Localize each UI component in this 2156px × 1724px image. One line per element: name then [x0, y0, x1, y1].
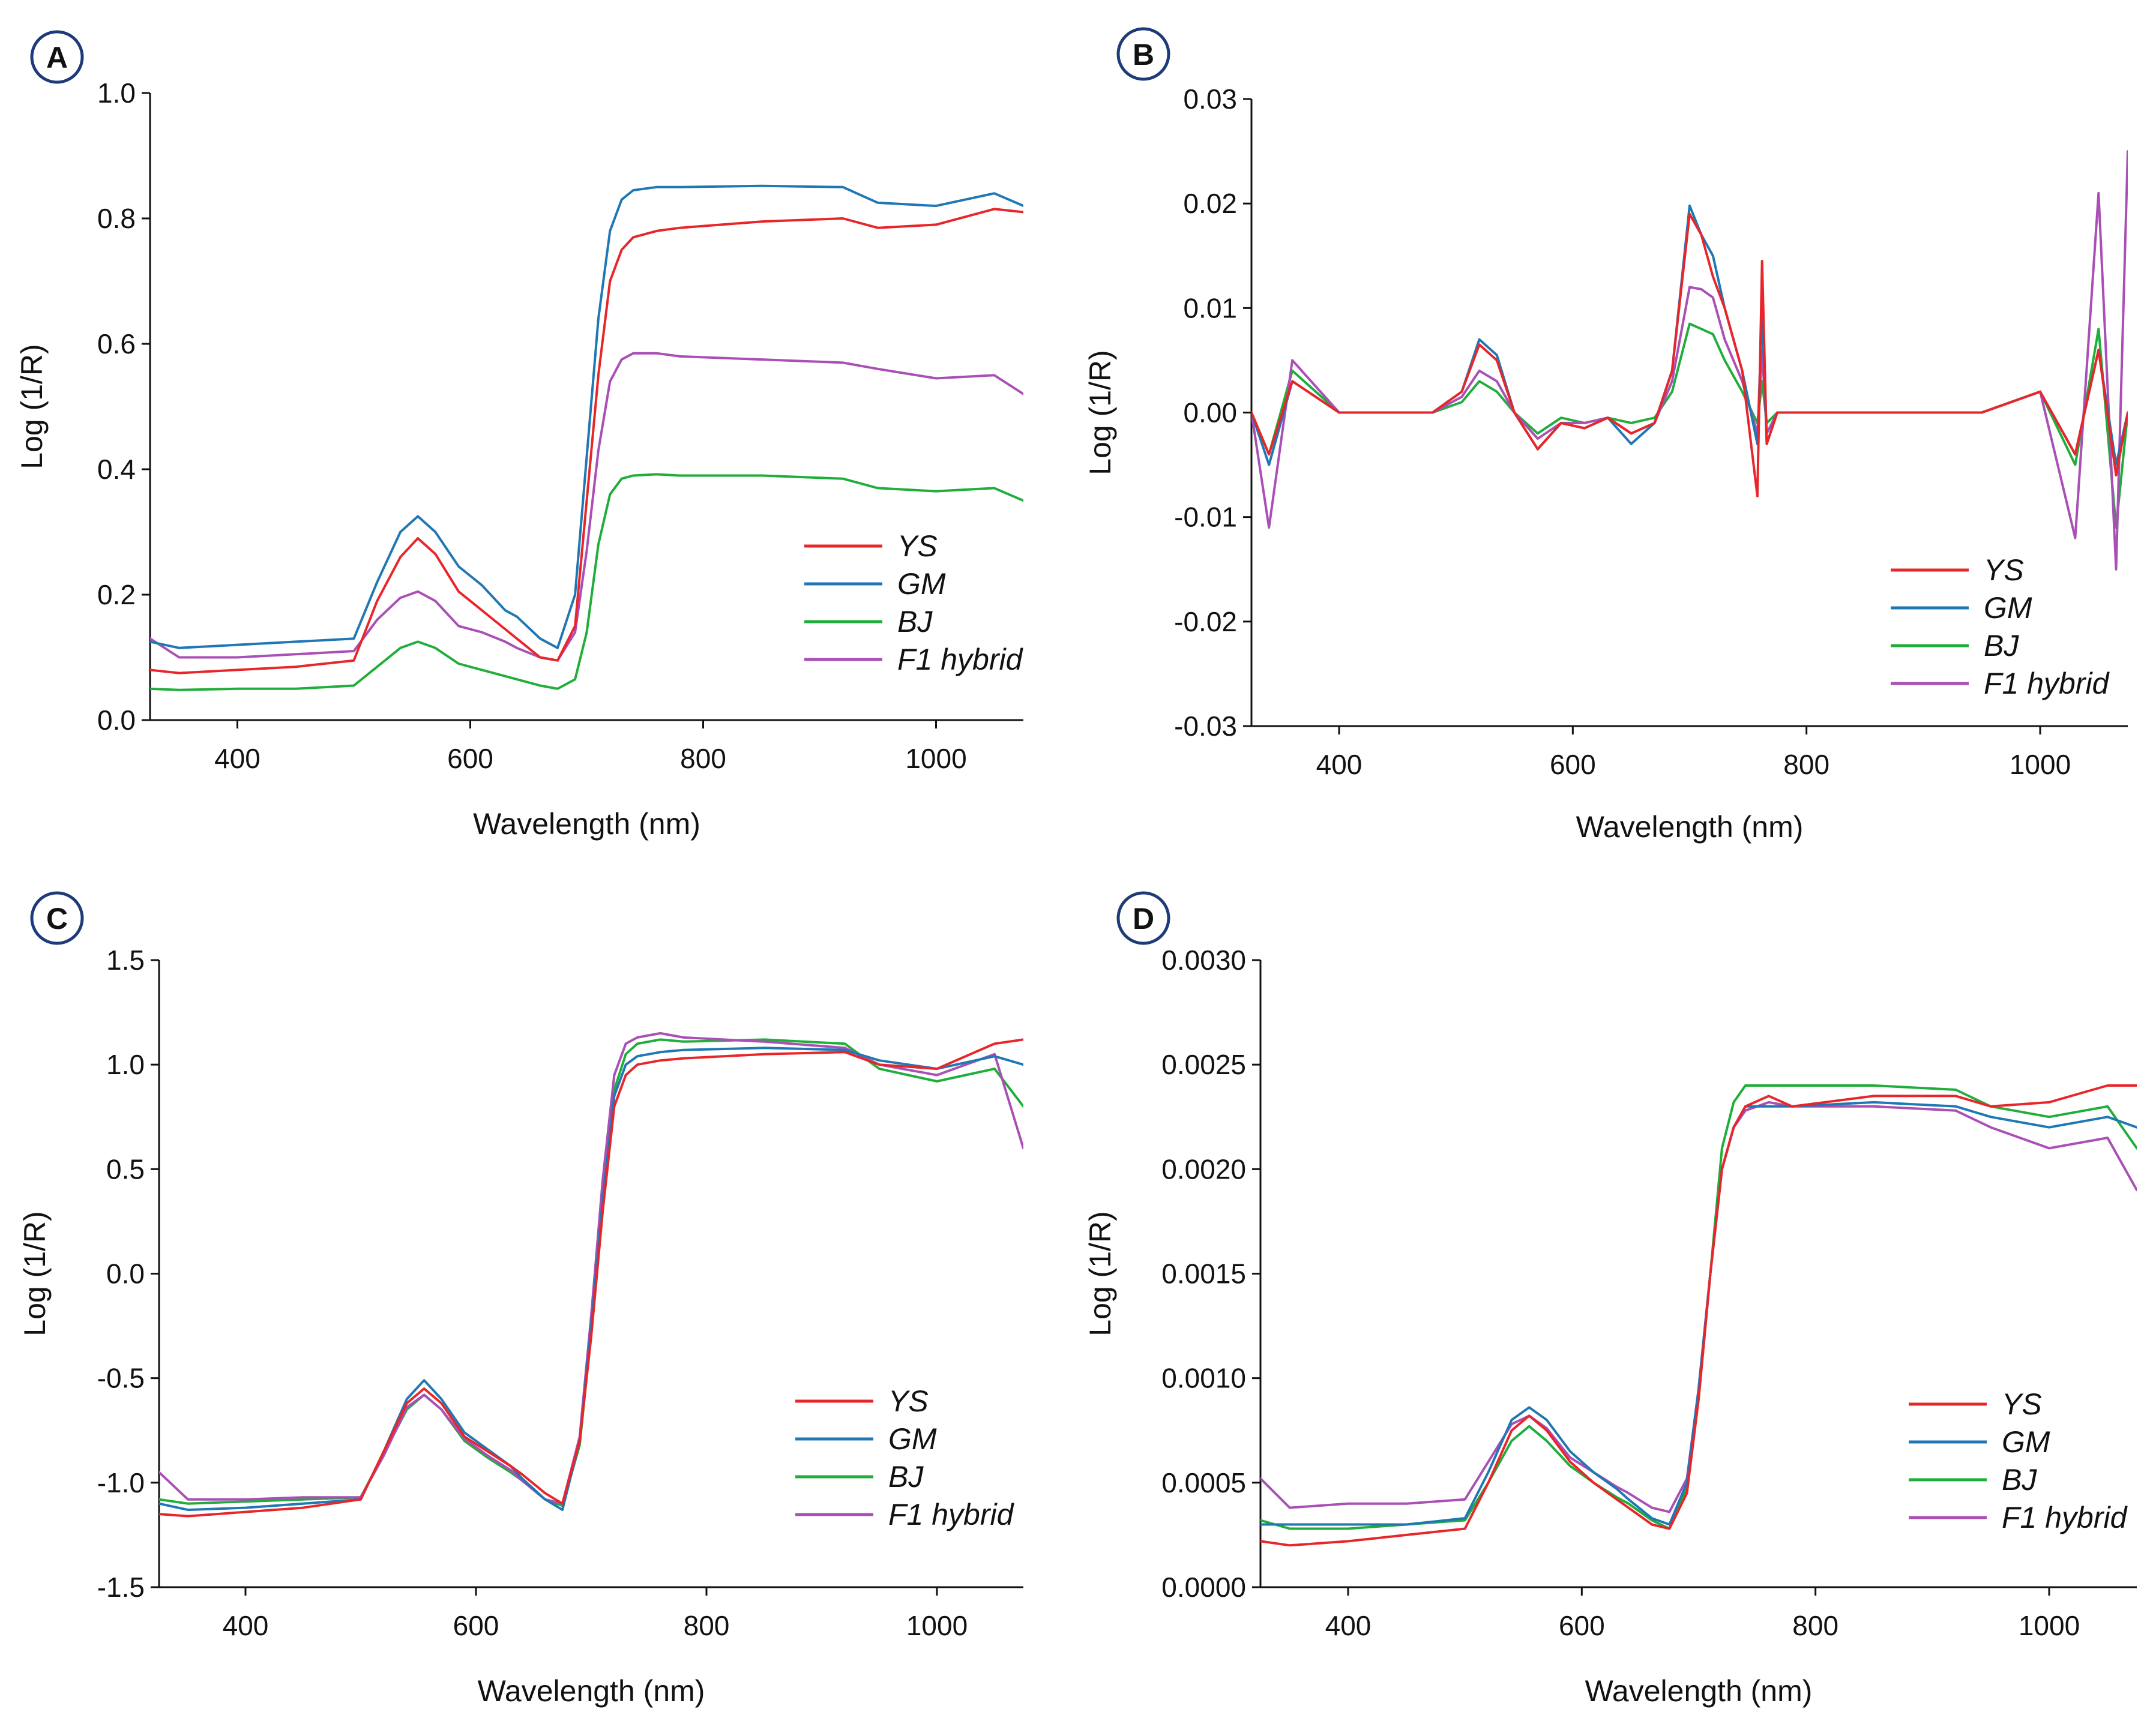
- panel-label-circle: [30, 30, 84, 84]
- x-tick-label: 600: [1550, 749, 1596, 780]
- panel-a: A 0.0 0.2 0.4 0.6 0.8 1.0 400 600 800 1000 Waveleng…: [15, 30, 1024, 841]
- legend-label: GM: [897, 567, 946, 601]
- legend-label: BJ: [2002, 1463, 2037, 1497]
- y-tick-label: 0.02: [1183, 188, 1237, 219]
- y-tick-label: 0.0005: [1161, 1467, 1246, 1498]
- x-tick-label: 1000: [905, 743, 966, 774]
- y-tick-label: 0.2: [97, 579, 136, 610]
- y-tick-label: 0.4: [97, 454, 136, 485]
- x-axis-title: Wavelength (nm): [1585, 1674, 1813, 1708]
- y-tick-label: 0.6: [97, 328, 136, 359]
- y-tick-label: -0.02: [1174, 606, 1237, 637]
- y-tick-label: -0.01: [1174, 502, 1237, 533]
- panel-label-circle: [1116, 27, 1170, 81]
- y-tick-label: 0.0: [97, 704, 136, 736]
- legend-label: F1 hybrid: [1984, 667, 2110, 700]
- x-tick-label: 1000: [2010, 749, 2071, 780]
- y-tick-label: -1.5: [97, 1572, 145, 1603]
- x-tick-label: 400: [1325, 1610, 1372, 1641]
- series-line-gm: [150, 184, 1023, 649]
- panel-label: B: [1133, 38, 1154, 71]
- y-tick-label: 1.5: [106, 945, 145, 976]
- y-tick-label: 0.0025: [1161, 1049, 1246, 1080]
- x-tick-label: 1000: [2019, 1610, 2080, 1641]
- legend-label: F1 hybrid: [897, 643, 1024, 676]
- legend-label: BJ: [1984, 629, 2019, 662]
- y-tick-label: 0.00: [1183, 397, 1237, 428]
- series-line-ys: [159, 1038, 1023, 1518]
- y-axis-title: Log (1/R): [15, 344, 49, 469]
- y-tick-label: 0.01: [1183, 292, 1237, 323]
- y-tick-label: 0.8: [97, 203, 136, 234]
- x-axis-title: Wavelength (nm): [473, 807, 700, 841]
- series-line-ys: [1251, 212, 2128, 497]
- series-line-ys: [150, 208, 1023, 674]
- x-tick-label: 600: [1559, 1610, 1605, 1641]
- x-tick-label: 800: [1792, 1610, 1838, 1641]
- x-tick-label: 600: [447, 743, 493, 774]
- y-tick-label: -0.5: [97, 1363, 145, 1394]
- x-tick-label: 400: [223, 1610, 269, 1641]
- y-tick-label: 0.0030: [1161, 945, 1246, 976]
- legend: YS GM BJ F1 hybrid: [1909, 1387, 2128, 1534]
- panel-label: A: [46, 41, 68, 74]
- legend-label: BJ: [888, 1460, 924, 1494]
- panel-d: D 0.0000 0.0005 0.0010 0.0015 0.0020 0.0025 0.0…: [1083, 891, 2137, 1708]
- x-tick-label: 600: [453, 1610, 499, 1641]
- series-line-gm: [1260, 1101, 2137, 1526]
- y-tick-label: 0.0020: [1161, 1153, 1246, 1185]
- legend-label: F1 hybrid: [2002, 1501, 2128, 1534]
- y-tick-label: 0.0: [106, 1258, 145, 1290]
- legend-label: BJ: [897, 605, 933, 638]
- legend-label: GM: [2002, 1425, 2050, 1459]
- y-tick-label: 0.5: [106, 1153, 145, 1185]
- x-tick-label: 800: [684, 1610, 730, 1641]
- legend-label: YS: [2002, 1387, 2042, 1421]
- x-axis-title: Wavelength (nm): [478, 1674, 705, 1708]
- y-tick-label: 0.0000: [1161, 1572, 1246, 1603]
- y-tick-label: 1.0: [97, 77, 136, 109]
- y-axis-title: Log (1/R): [1083, 1211, 1117, 1336]
- series-line-ys: [1260, 1084, 2137, 1547]
- series-line-bj: [150, 473, 1023, 691]
- y-axis-title: Log (1/R): [1083, 350, 1117, 475]
- y-tick-label: 0.0010: [1161, 1363, 1246, 1394]
- x-tick-label: 800: [680, 743, 726, 774]
- legend-label: F1 hybrid: [888, 1498, 1015, 1531]
- panel-label: C: [46, 902, 68, 936]
- y-tick-label: 1.0: [106, 1049, 145, 1080]
- x-tick-label: 800: [1783, 749, 1829, 780]
- series-line-f1-hybrid: [1260, 1101, 2137, 1513]
- y-axis-title: Log (1/R): [18, 1211, 52, 1336]
- panel-label: D: [1133, 902, 1154, 936]
- panel-label-circle: [1116, 891, 1170, 945]
- panel-b: B -0.03 -0.02 -0.01 0.00 0.01 0.02 0.03 400 600 80…: [1083, 27, 2128, 844]
- legend: YS GM BJ F1 hybrid: [1891, 553, 2110, 700]
- x-tick-label: 1000: [906, 1610, 968, 1641]
- x-tick-label: 400: [1316, 749, 1363, 780]
- legend: YS GM BJ F1 hybrid: [795, 1384, 1015, 1531]
- y-tick-label: -1.0: [97, 1467, 145, 1498]
- legend-label: YS: [1984, 553, 2024, 587]
- panel-label-circle: [30, 891, 84, 945]
- legend-label: YS: [888, 1384, 929, 1418]
- y-tick-label: 0.03: [1183, 83, 1237, 115]
- legend: YS GM BJ F1 hybrid: [804, 529, 1024, 676]
- legend-label: YS: [897, 529, 938, 563]
- y-tick-label: 0.0015: [1161, 1258, 1246, 1290]
- y-tick-label: -0.03: [1174, 710, 1237, 742]
- panel-c: C -1.5 -1.0 -0.5 0.0 0.5 1.0 1.5 400 600 800 1000 Wa…: [18, 891, 1023, 1708]
- x-tick-label: 400: [214, 743, 260, 774]
- legend-label: GM: [1984, 591, 2032, 625]
- x-axis-title: Wavelength (nm): [1576, 810, 1804, 844]
- legend-label: GM: [888, 1422, 937, 1456]
